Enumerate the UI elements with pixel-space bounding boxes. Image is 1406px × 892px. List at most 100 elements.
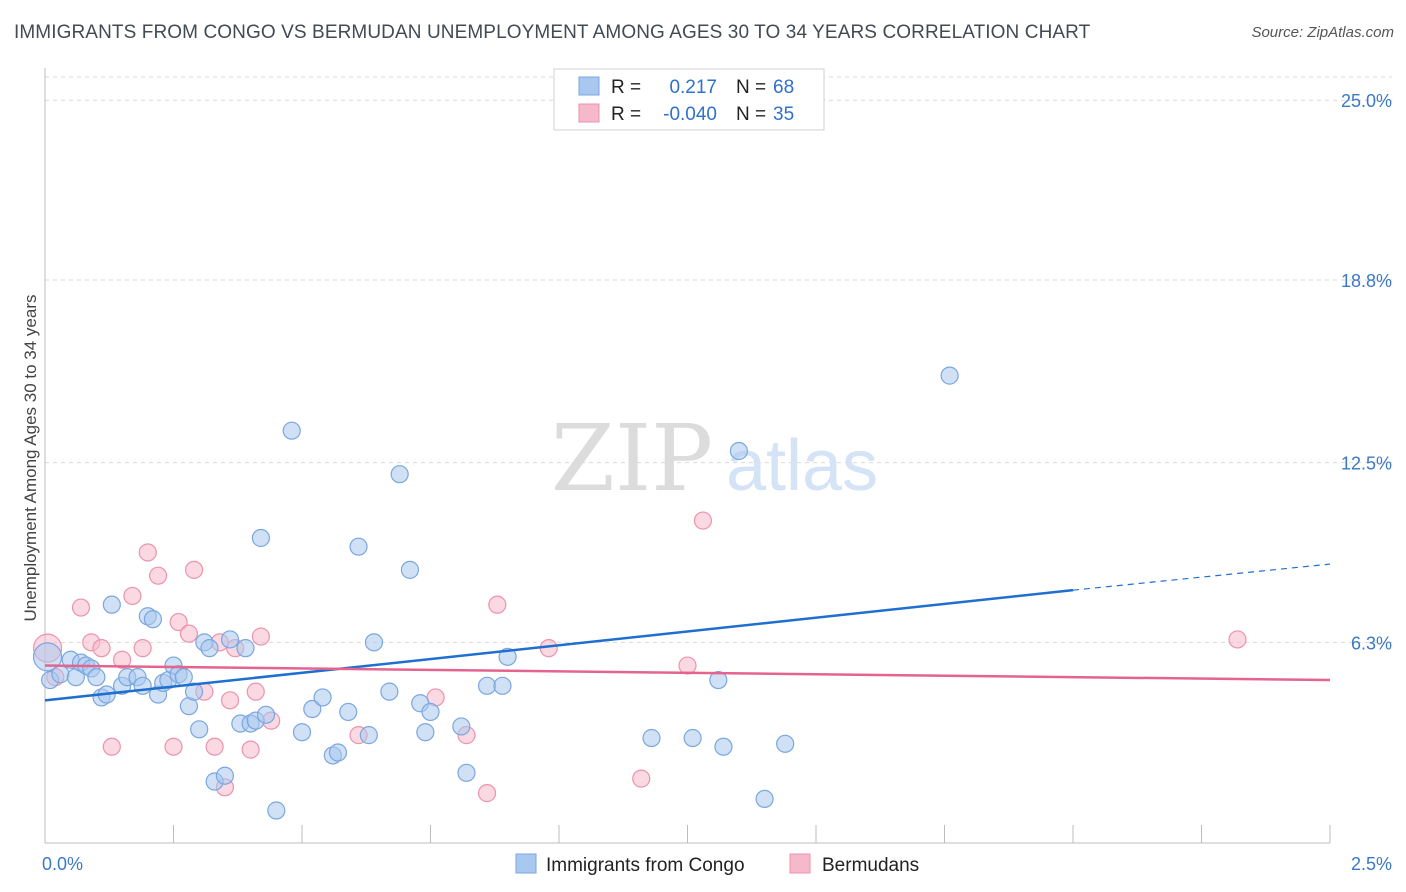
bermudans-point-19 — [220, 691, 240, 710]
congo-points — [32, 366, 959, 820]
bermudans-point-8 — [133, 639, 152, 658]
congo-point-45 — [339, 702, 358, 722]
bermudans-point-6 — [112, 650, 132, 669]
series-legend: Immigrants from Congo Bermudans — [515, 853, 919, 876]
congo-point-66 — [776, 734, 795, 753]
congo-point-37 — [256, 705, 276, 724]
y-axis-label: Unemployment Among Ages 30 to 34 years — [21, 295, 40, 622]
stats-legend: R = 0.217 N = 68 R = -0.040 N = 35 — [553, 68, 825, 131]
congo-point-23 — [174, 668, 193, 687]
congo-point-31 — [220, 630, 240, 649]
watermark-zip: ZIP — [551, 405, 713, 512]
grid-lines — [45, 76, 1392, 643]
legend-n-label-bermudans: N = — [736, 104, 766, 125]
congo-point-36 — [251, 528, 270, 548]
congo-point-62 — [709, 670, 728, 690]
bermudans-point-13 — [179, 624, 199, 643]
congo-point-15 — [133, 676, 152, 695]
congo-point-55 — [452, 717, 471, 736]
congo-trend-line-extension — [1072, 563, 1331, 591]
x-tick-label-max: 2.5% — [1351, 854, 1392, 874]
chart-title: IMMIGRANTS FROM CONGO VS BERMUDAN UNEMPL… — [14, 22, 1091, 43]
congo-point-53 — [416, 723, 435, 742]
bermudans-points — [32, 511, 1247, 803]
congo-point-57 — [477, 676, 497, 695]
congo-point-0 — [32, 642, 63, 672]
bermudans-point-7 — [123, 586, 142, 606]
congo-point-42 — [313, 688, 332, 707]
y-tick-label-3: 25.0% — [1341, 91, 1392, 111]
congo-point-33 — [236, 639, 255, 658]
congo-point-17 — [143, 610, 163, 629]
bottom-legend-swatch-congo — [515, 853, 537, 874]
axes — [44, 68, 1331, 844]
bermudans-point-5 — [102, 737, 121, 756]
bermudans-point-14 — [184, 560, 204, 579]
bermudans-point-23 — [251, 627, 270, 646]
congo-point-67 — [940, 366, 959, 385]
congo-point-38 — [267, 801, 286, 820]
congo-point-11 — [102, 595, 121, 614]
congo-point-61 — [683, 728, 702, 748]
bermudans-point-16 — [205, 737, 224, 756]
congo-point-40 — [292, 723, 312, 742]
bermudans-point-28 — [477, 784, 497, 803]
bermudans-point-10 — [148, 566, 168, 585]
bermudans-point-31 — [632, 769, 651, 788]
legend-r-label-congo: R = — [611, 77, 641, 98]
congo-point-44 — [328, 743, 348, 762]
bottom-legend-label-bermudans: Bermudans — [822, 855, 919, 876]
congo-point-50 — [390, 465, 409, 484]
congo-point-2 — [51, 665, 70, 684]
bermudans-point-34 — [1228, 630, 1247, 649]
congo-point-49 — [380, 682, 399, 701]
congo-point-58 — [493, 676, 512, 695]
congo-point-48 — [364, 633, 384, 652]
congo-point-41 — [303, 699, 322, 719]
bottom-legend-label-congo: Immigrants from Congo — [546, 855, 745, 876]
legend-n-value-congo: 68 — [773, 77, 794, 98]
congo-point-30 — [215, 766, 234, 785]
congo-point-28 — [200, 639, 219, 658]
bermudans-point-33 — [693, 511, 713, 530]
congo-point-60 — [642, 728, 661, 748]
congo-point-47 — [359, 726, 378, 745]
congo-point-46 — [349, 537, 368, 556]
legend-r-label-bermudans: R = — [611, 104, 641, 125]
congo-point-54 — [421, 702, 440, 722]
bermudans-point-11 — [164, 737, 183, 756]
bermudans-point-29 — [488, 595, 507, 614]
bermudans-point-4 — [92, 639, 111, 658]
congo-trend-line — [44, 588, 1074, 702]
bermudans-point-32 — [678, 656, 697, 675]
x-tick-label-min: 0.0% — [42, 854, 83, 874]
congo-point-65 — [755, 789, 774, 809]
bermudans-point-2 — [71, 598, 91, 617]
bottom-legend-swatch-bermudans — [789, 853, 811, 874]
bermudans-point-21 — [241, 740, 260, 759]
bermudans-point-22 — [246, 682, 265, 701]
congo-point-59 — [498, 647, 517, 666]
y-tick-label-1: 12.5% — [1341, 454, 1392, 474]
bermudans-point-12 — [169, 612, 188, 632]
bermudans-point-9 — [138, 543, 157, 562]
trend-lines — [44, 563, 1331, 702]
congo-point-56 — [457, 763, 476, 782]
legend-swatch-bermudans — [578, 103, 600, 123]
y-tick-labels: 6.3% 12.5% 18.8% 25.0% — [1341, 91, 1392, 653]
congo-point-39 — [282, 421, 301, 440]
legend-r-value-congo: 0.217 — [669, 77, 717, 98]
y-tick-label-0: 6.3% — [1351, 633, 1392, 653]
legend-n-value-bermudans: 35 — [773, 104, 794, 125]
congo-point-26 — [190, 720, 209, 739]
y-tick-label-2: 18.8% — [1341, 271, 1392, 291]
bermudans-trend-line — [44, 664, 1331, 682]
congo-point-63 — [714, 737, 733, 756]
congo-point-64 — [729, 441, 749, 461]
legend-r-value-bermudans: -0.040 — [663, 104, 717, 125]
watermark-atlas: atlas — [726, 426, 878, 506]
chart-source: Source: ZipAtlas.com — [1251, 24, 1394, 41]
congo-point-8 — [87, 668, 106, 687]
legend-n-label-congo: N = — [736, 77, 766, 98]
